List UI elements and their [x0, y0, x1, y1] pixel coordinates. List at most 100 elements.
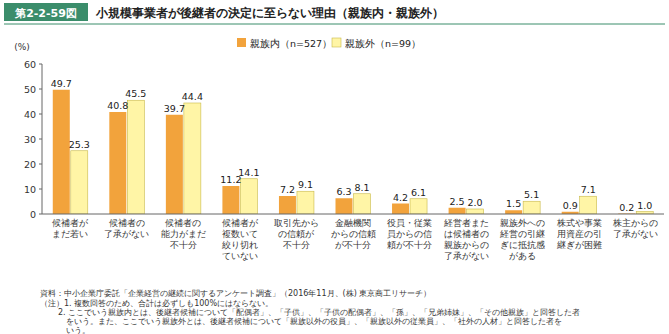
- bar: [222, 186, 239, 214]
- data-label: 25.3: [69, 139, 90, 150]
- y-tick-label: 40: [24, 109, 36, 120]
- bar: [354, 194, 371, 214]
- x-tick-label-line: 候補者の: [165, 218, 201, 228]
- bar: [166, 115, 183, 214]
- x-tick-label-line: は候補者の: [444, 229, 489, 239]
- bar: [53, 90, 70, 214]
- x-tick-label: 株主からの了承がない: [612, 218, 658, 239]
- note: （注）1. 複数回答のため、合計は必ずしも100%にはならない。: [40, 299, 273, 308]
- figure-number: 第2-2-59図: [14, 7, 77, 20]
- legend-label: 親族外（n=99）: [345, 38, 421, 49]
- x-tick-label-line: 了承がない: [613, 229, 658, 239]
- x-tick-label-line: 絞り切れ: [221, 240, 258, 250]
- bar: [467, 209, 484, 214]
- x-tick-label-line: 用資産の引: [557, 229, 602, 239]
- data-labels: 49.740.839.711.27.26.34.22.51.50.90.225.…: [51, 78, 653, 213]
- bar: [127, 100, 144, 214]
- x-tick-label-line: 員からの信: [387, 229, 432, 239]
- bar: [580, 196, 597, 214]
- x-tick-label-line: 候補者が: [52, 218, 89, 228]
- x-tick-label-line: 複数いて: [222, 229, 258, 239]
- x-tick-label-line: 親族外への: [500, 218, 545, 228]
- y-tick-label: 20: [24, 159, 36, 170]
- data-label: 14.1: [238, 167, 259, 178]
- x-tick-label: 経営者または候補者の親族からの了承がない: [443, 218, 489, 261]
- bar: [297, 191, 314, 214]
- bar: [184, 103, 201, 214]
- figure-number-box: [4, 3, 88, 21]
- data-label: 6.1: [411, 187, 426, 198]
- data-label: 0.9: [563, 200, 578, 211]
- data-label: 40.8: [107, 100, 128, 111]
- legend-swatch: [332, 38, 341, 47]
- chart-root: 第2-2-59図小規模事業者が後継者の決定に至らない理由（親族内・親族外）(%)…: [0, 0, 669, 334]
- x-tick-label-line: ぎに抵抗感: [500, 240, 545, 250]
- x-tick-label-line: 了承がない: [104, 229, 149, 239]
- x-tick-label: 候補者がまだ若い: [52, 218, 89, 239]
- x-tick-label: 株式や事業用資産の引継ぎが困難: [556, 218, 602, 250]
- y-axis-label: (%): [14, 42, 30, 52]
- data-label: 45.5: [125, 88, 146, 99]
- bar: [71, 151, 88, 214]
- x-tick-label-line: 不十分: [170, 240, 197, 250]
- x-tick-label-line: 候補者が: [222, 218, 259, 228]
- data-label: 6.3: [336, 186, 351, 197]
- x-tick-label-line: 金融機関: [335, 218, 371, 228]
- y-tick-label: 60: [24, 59, 36, 70]
- x-tick-label-line: ていない: [222, 251, 258, 261]
- data-label: 1.5: [506, 198, 521, 209]
- x-tick-label: 取引先からの信頼が不十分: [274, 218, 319, 250]
- x-tick-label-line: 取引先から: [274, 218, 319, 228]
- x-tick-label-line: 株式や事業: [556, 218, 602, 228]
- data-label: 9.1: [298, 179, 313, 190]
- x-tick-label-line: がある: [509, 251, 536, 261]
- legend-swatch: [237, 38, 246, 47]
- source: 資料：中小企業庁委託「企業経営の継続に関するアンケート調査」（2016年11月、…: [40, 289, 431, 298]
- x-tick-label-line: の信頼が: [278, 229, 315, 239]
- bar: [336, 198, 353, 214]
- y-axis: [42, 64, 43, 214]
- y-tick-label: 50: [24, 84, 36, 95]
- y-tick-label: 10: [24, 184, 36, 195]
- data-label: 8.1: [354, 182, 369, 193]
- note: いう。: [66, 326, 90, 334]
- x-tick-label-line: 親族からの: [444, 240, 489, 250]
- data-label: 4.2: [393, 192, 408, 203]
- data-label: 2.5: [450, 196, 465, 207]
- x-tick-label-line: が不十分: [335, 240, 371, 250]
- y-tick-label: 30: [24, 134, 36, 145]
- x-tick-label-line: 経営者また: [443, 218, 489, 228]
- x-tick-label-line: 能力がまだ: [161, 229, 206, 239]
- legend-label: 親族内（n=527）: [250, 38, 332, 49]
- bar: [505, 210, 522, 214]
- bar: [523, 201, 540, 214]
- data-label: 49.7: [51, 78, 72, 89]
- data-label: 7.1: [581, 184, 596, 195]
- x-tick-label-line: まだ若い: [52, 229, 88, 239]
- title-rule: [4, 24, 665, 25]
- x-tick-label-line: 候補者の: [109, 218, 145, 228]
- bar: [279, 196, 296, 214]
- x-tick-label: 役員・従業員からの信頼が不十分: [387, 218, 432, 250]
- x-tick-label-line: 株主からの: [612, 218, 658, 228]
- x-tick-label-line: からの信頼: [331, 229, 376, 239]
- bar: [109, 112, 126, 214]
- data-label: 0.2: [619, 202, 634, 213]
- note: をいう。また、ここでいう親族外とは、後継者候補について「親族以外の役員」、「親族…: [66, 317, 562, 326]
- x-tick-label: 金融機関からの信頼が不十分: [331, 218, 376, 250]
- data-label: 39.7: [164, 103, 185, 114]
- data-label: 44.4: [182, 91, 203, 102]
- bar: [240, 179, 257, 214]
- x-tick-label: 親族外への経営の引継ぎに抵抗感がある: [499, 218, 545, 261]
- x-tick-label-line: 役員・従業: [387, 218, 432, 228]
- x-tick-label-line: 経営の引継: [499, 229, 545, 239]
- bar: [392, 204, 409, 215]
- x-tick-label: 候補者が複数いて絞り切れていない: [221, 218, 259, 261]
- x-tick-label-line: 頼が不十分: [387, 240, 432, 250]
- bar: [410, 199, 427, 214]
- y-tick-label: 0: [30, 209, 36, 220]
- bar: [449, 208, 466, 214]
- x-tick-label: 候補者の能力がまだ不十分: [161, 218, 206, 250]
- note: 2. ここでいう親族内とは、後継者候補について「配偶者」、「子供」、「子供の配偶…: [58, 308, 580, 317]
- chart-svg: 第2-2-59図小規模事業者が後継者の決定に至らない理由（親族内・親族外）(%)…: [0, 0, 669, 334]
